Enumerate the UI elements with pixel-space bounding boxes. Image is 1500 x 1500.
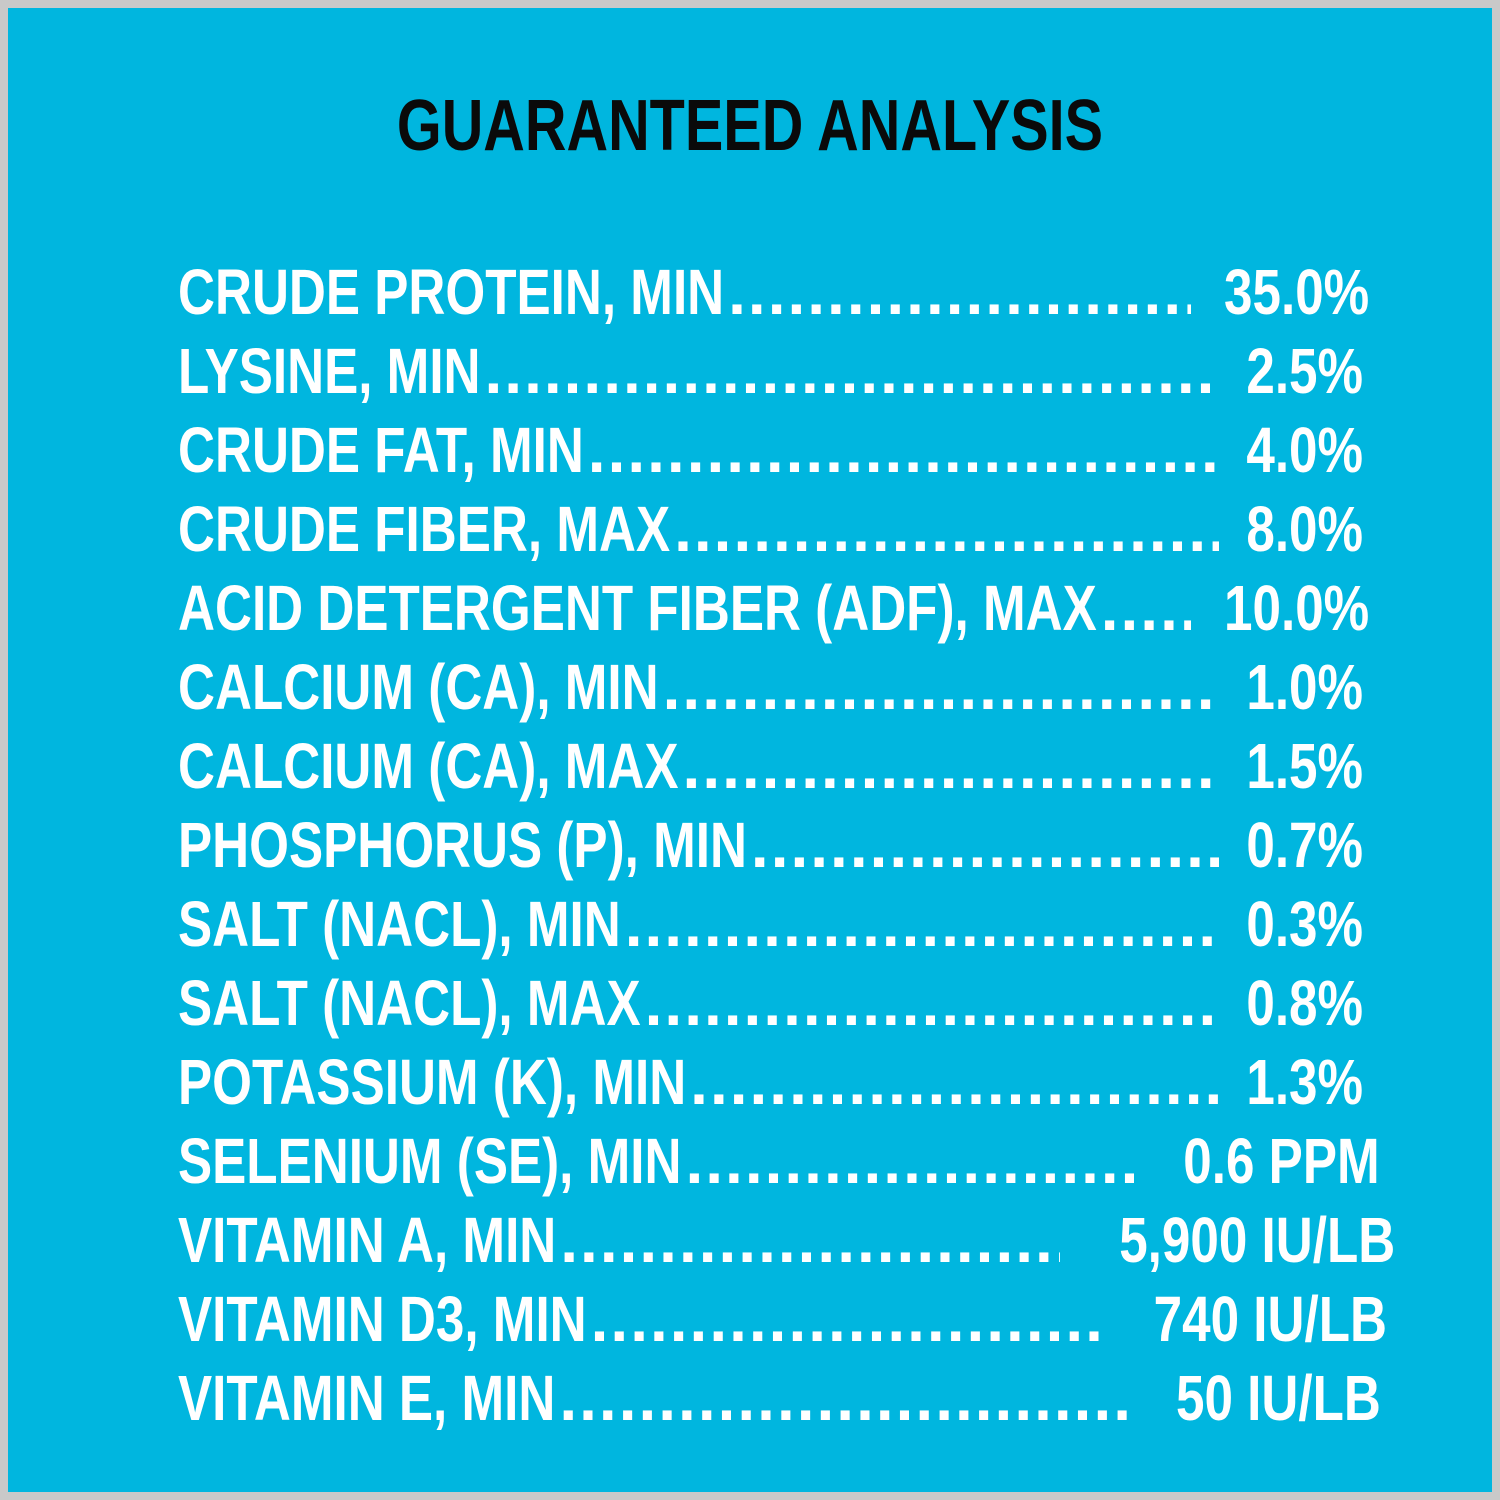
row-value: 10.0% [1223,572,1370,644]
row-label: SELENIUM (SE), MIN [178,1125,682,1197]
dot-leader [683,727,1220,806]
dot-leader [485,332,1220,411]
row-label: CRUDE FIBER, MAX [178,493,671,565]
row-label: CALCIUM (CA), MIN [178,651,659,723]
row-label: ACID DETERGENT FIBER (ADF), MAX [178,572,1097,644]
table-row: PHOSPHORUS (P), MIN 0.7% [178,806,1364,885]
dot-leader [674,490,1219,569]
table-row: ACID DETERGENT FIBER (ADF), MAX 10.0% [178,569,1370,648]
row-label: SALT (NACL), MAX [178,967,641,1039]
row-label: LYSINE, MIN [178,335,481,407]
table-row: VITAMIN E, MIN 50 IU/LB [178,1359,1381,1438]
row-value: 0.7% [1246,809,1364,881]
dot-leader [559,1359,1131,1438]
row-value: 50 IU/LB [1176,1362,1381,1434]
row-value: 1.5% [1246,730,1364,802]
table-row: CRUDE FIBER, MAX 8.0% [178,490,1364,569]
table-row: CALCIUM (CA), MIN 1.0% [178,648,1364,727]
analysis-panel: GUARANTEED ANALYSIS CRUDE PROTEIN, MIN 3… [8,8,1492,1492]
dot-leader [588,411,1220,490]
row-value: 0.8% [1246,967,1364,1039]
dot-leader [560,1201,1060,1280]
table-row: CRUDE FAT, MIN 4.0% [178,411,1364,490]
dot-leader [685,1122,1139,1201]
row-value: 740 IU/LB [1153,1283,1387,1355]
row-label: CALCIUM (CA), MAX [178,730,679,802]
table-row: VITAMIN D3, MIN 740 IU/LB [178,1280,1387,1359]
dot-leader [728,253,1191,332]
dot-leader [663,648,1220,727]
row-label: SALT (NACL), MIN [178,888,621,960]
dot-leader [1101,569,1191,648]
row-value: 8.0% [1246,493,1364,565]
dot-leader [591,1280,1103,1359]
row-value: 35.0% [1223,256,1370,328]
table-row: SALT (NACL), MAX 0.8% [178,964,1364,1043]
row-value: 1.0% [1246,651,1364,723]
row-label: CRUDE PROTEIN, MIN [178,256,725,328]
dot-leader [690,1043,1219,1122]
table-row: SELENIUM (SE), MIN 0.6 PPM [178,1122,1380,1201]
row-label: POTASSIUM (K), MIN [178,1046,687,1118]
table-row: CRUDE PROTEIN, MIN 35.0% [178,253,1370,332]
table-row: POTASSIUM (K), MIN 1.3% [178,1043,1364,1122]
page-title: GUARANTEED ANALYSIS [396,86,1104,166]
dot-leader [625,885,1220,964]
analysis-table: CRUDE PROTEIN, MIN 35.0% LYSINE, MIN 2.5… [178,253,1396,1438]
row-label: CRUDE FAT, MIN [178,414,584,486]
table-row: SALT (NACL), MIN 0.3% [178,885,1364,964]
row-value: 0.3% [1246,888,1364,960]
row-label: VITAMIN E, MIN [178,1362,556,1434]
row-value: 1.3% [1246,1046,1364,1118]
dot-leader [751,806,1219,885]
row-value: 0.6 PPM [1182,1125,1380,1197]
table-row: CALCIUM (CA), MAX 1.5% [178,727,1364,806]
row-label: VITAMIN A, MIN [178,1204,557,1276]
table-row: LYSINE, MIN 2.5% [178,332,1364,411]
dot-leader [645,964,1220,1043]
table-row: VITAMIN A, MIN 5,900 IU/LB [178,1201,1396,1280]
row-value: 5,900 IU/LB [1119,1204,1396,1276]
row-label: PHOSPHORUS (P), MIN [178,809,747,881]
row-value: 4.0% [1246,414,1364,486]
row-value: 2.5% [1246,335,1364,407]
row-label: VITAMIN D3, MIN [178,1283,587,1355]
